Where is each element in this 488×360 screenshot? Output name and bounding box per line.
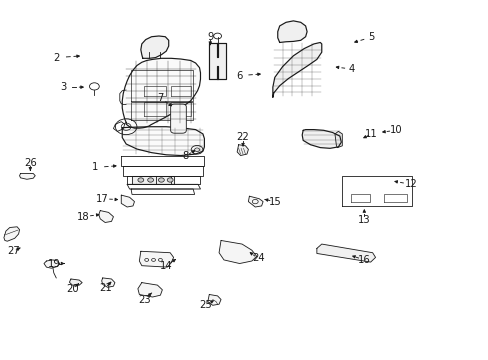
Text: 20: 20: [66, 284, 79, 294]
Polygon shape: [219, 240, 256, 264]
Polygon shape: [102, 278, 115, 287]
Polygon shape: [248, 196, 263, 207]
Text: 1: 1: [92, 162, 99, 172]
Polygon shape: [139, 251, 173, 267]
Text: 27: 27: [7, 246, 20, 256]
Text: 7: 7: [157, 93, 163, 103]
FancyBboxPatch shape: [170, 104, 186, 133]
Text: 4: 4: [348, 64, 354, 74]
Text: 6: 6: [236, 71, 243, 81]
Polygon shape: [44, 260, 60, 268]
Text: 23: 23: [138, 294, 150, 305]
Polygon shape: [383, 194, 406, 202]
Polygon shape: [99, 211, 113, 222]
Text: 13: 13: [357, 215, 370, 225]
Polygon shape: [316, 244, 375, 262]
Polygon shape: [272, 42, 321, 97]
Polygon shape: [277, 21, 306, 42]
Text: 25: 25: [199, 300, 211, 310]
Text: 15: 15: [268, 197, 281, 207]
Text: 16: 16: [357, 255, 370, 265]
Text: 26: 26: [24, 158, 37, 168]
Text: 9: 9: [206, 32, 213, 42]
Polygon shape: [4, 227, 20, 241]
Text: 14: 14: [160, 261, 172, 271]
Text: 18: 18: [77, 212, 89, 222]
Text: 21: 21: [99, 283, 111, 293]
Polygon shape: [334, 131, 342, 148]
Polygon shape: [20, 174, 35, 179]
Text: 24: 24: [251, 253, 264, 264]
Text: 22: 22: [236, 132, 249, 142]
Polygon shape: [122, 127, 204, 156]
Polygon shape: [122, 58, 200, 128]
Circle shape: [138, 178, 143, 182]
Polygon shape: [350, 194, 369, 202]
Circle shape: [147, 178, 153, 182]
Polygon shape: [69, 279, 82, 285]
Text: 17: 17: [96, 194, 109, 204]
Polygon shape: [138, 283, 162, 297]
Text: 19: 19: [47, 258, 60, 269]
Text: 12: 12: [404, 179, 416, 189]
Text: 3: 3: [61, 82, 66, 92]
Text: 10: 10: [389, 125, 402, 135]
Text: 8: 8: [183, 151, 188, 161]
Polygon shape: [237, 145, 248, 156]
Text: 2: 2: [53, 53, 60, 63]
Text: 5: 5: [367, 32, 374, 42]
Circle shape: [158, 178, 164, 182]
Polygon shape: [302, 130, 341, 148]
Polygon shape: [209, 43, 225, 79]
Polygon shape: [207, 294, 221, 305]
Polygon shape: [132, 176, 173, 184]
Polygon shape: [141, 36, 168, 58]
Circle shape: [167, 178, 173, 182]
Text: 11: 11: [365, 129, 377, 139]
Polygon shape: [121, 195, 134, 207]
